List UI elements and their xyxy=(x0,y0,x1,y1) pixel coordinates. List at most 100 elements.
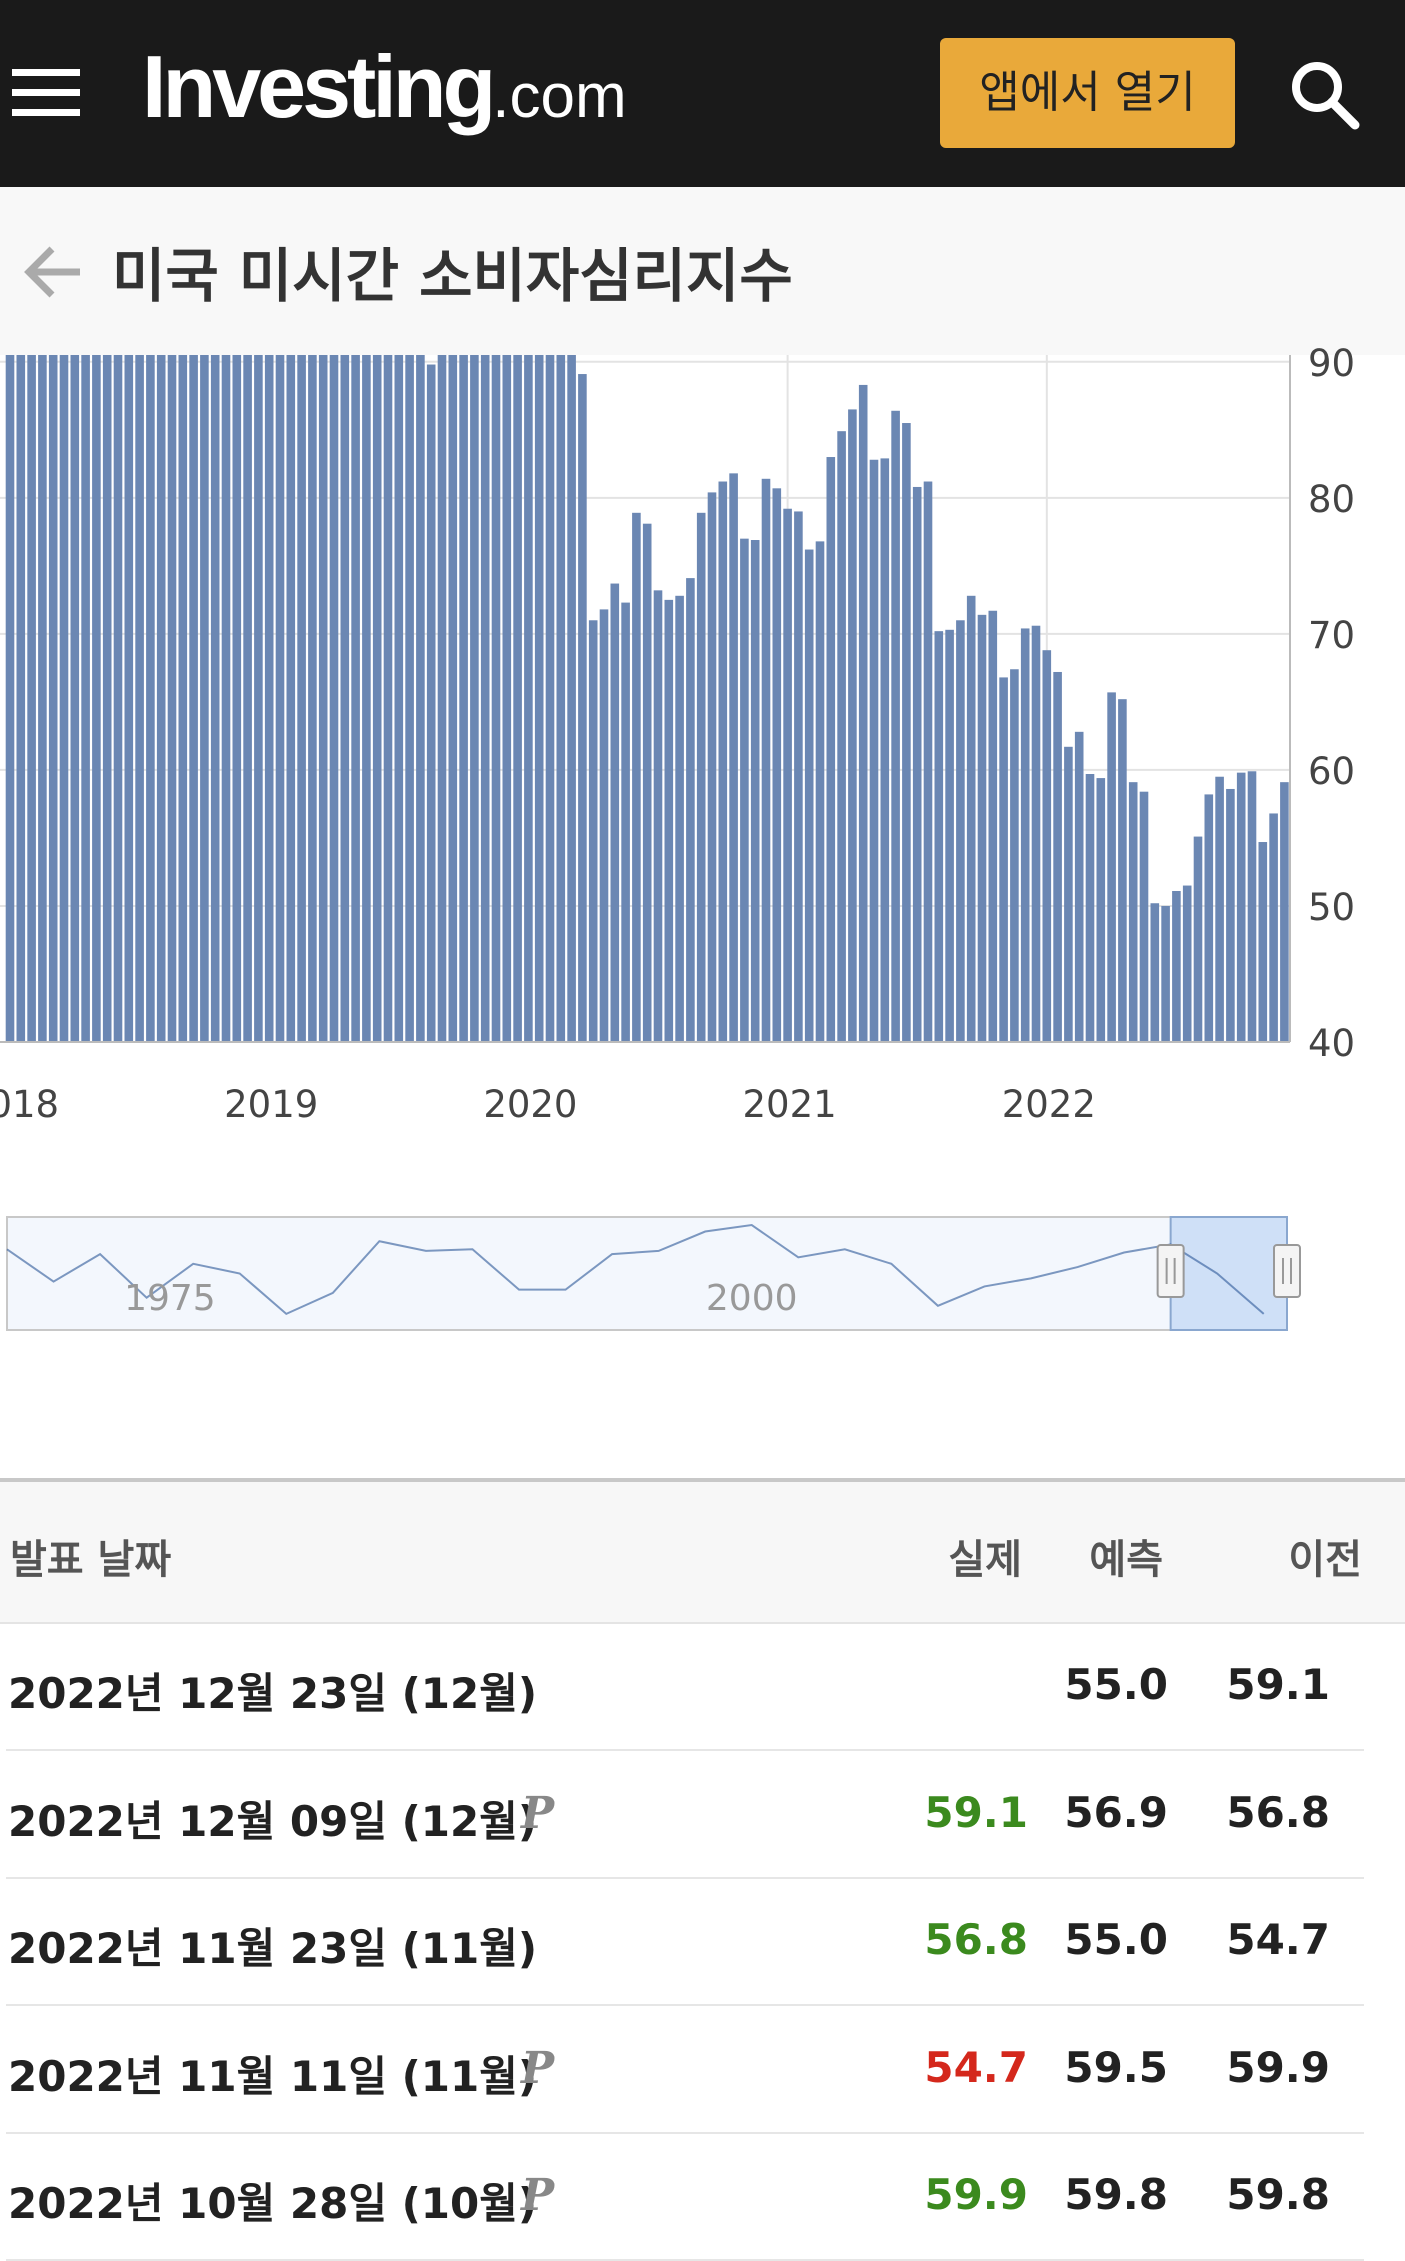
bar xyxy=(1107,692,1116,1042)
open-app-button[interactable]: 앱에서 열기 xyxy=(940,38,1235,148)
bar xyxy=(1280,782,1289,1042)
y-tick-label: 70 xyxy=(1308,614,1355,657)
bar xyxy=(243,355,252,1042)
bar xyxy=(340,355,350,1042)
bar xyxy=(1247,771,1257,1042)
bar xyxy=(912,486,922,1043)
bar xyxy=(891,410,900,1042)
bar xyxy=(815,541,825,1042)
bar xyxy=(696,512,706,1042)
bar xyxy=(664,599,674,1042)
bar xyxy=(632,512,641,1042)
x-tick-label: 2020 xyxy=(483,1083,577,1126)
bar xyxy=(1031,625,1041,1042)
bar xyxy=(837,431,846,1042)
bar xyxy=(5,355,15,1042)
bar xyxy=(524,355,533,1043)
bar xyxy=(740,538,749,1042)
release-date: 2022년 11월 11일 (11월) xyxy=(8,2051,538,2101)
table-row: 2022년 12월 09일 (12월) P 59.1 56.9 56.8 xyxy=(6,1750,1364,1879)
bar xyxy=(124,355,134,1042)
bar xyxy=(1161,905,1170,1042)
menu-icon[interactable] xyxy=(10,65,90,125)
table-header: 발표 날짜 실제 예측 이전 xyxy=(0,1482,1405,1624)
bar xyxy=(189,355,198,1042)
bar xyxy=(750,540,760,1042)
actual-value: 59.9 xyxy=(924,2170,1028,2219)
navigator-handle xyxy=(1273,1244,1301,1298)
bar xyxy=(848,409,857,1042)
navigator-tick-label: 2000 xyxy=(706,1278,798,1319)
bar xyxy=(254,355,263,1043)
release-date: 2022년 11월 23일 (11월) xyxy=(8,1924,538,1973)
navigator-handle-grip xyxy=(1165,1258,1176,1284)
x-tick-label: 2018 xyxy=(0,1083,59,1126)
bar xyxy=(599,609,609,1042)
bar xyxy=(567,355,576,1043)
bar xyxy=(470,355,479,1042)
bar xyxy=(1020,628,1030,1042)
bar xyxy=(383,355,393,1042)
bar xyxy=(178,355,188,1042)
bar xyxy=(16,355,26,1042)
column-header: 실제 xyxy=(948,1537,1022,1583)
bar xyxy=(772,488,782,1042)
bar xyxy=(761,478,771,1043)
logo[interactable]: Investing.com xyxy=(142,36,627,138)
bar xyxy=(70,355,80,1042)
logo-suffix: .com xyxy=(492,62,627,131)
bar xyxy=(426,364,436,1042)
forecast-value: 56.9 xyxy=(1064,1787,1168,1837)
release-date: 2022년 12월 09일 (12월) xyxy=(8,1796,538,1846)
actual-value: 56.8 xyxy=(924,1915,1028,1964)
y-tick-label: 90 xyxy=(1308,342,1355,385)
bar xyxy=(1182,885,1192,1042)
bar xyxy=(718,481,728,1042)
forecast-value: 59.5 xyxy=(1064,2042,1168,2092)
bar xyxy=(329,355,339,1042)
bar xyxy=(1010,669,1019,1042)
back-arrow[interactable] xyxy=(20,237,90,307)
y-tick-label: 60 xyxy=(1308,750,1355,793)
bar xyxy=(200,355,209,1042)
bar xyxy=(459,355,468,1042)
bar xyxy=(977,614,987,1042)
bar xyxy=(1064,746,1073,1042)
bar xyxy=(675,595,684,1042)
bar xyxy=(135,355,144,1042)
bar xyxy=(308,355,317,1042)
bar xyxy=(372,355,382,1042)
bar xyxy=(286,355,296,1042)
bar xyxy=(826,457,836,1043)
bar xyxy=(351,355,360,1043)
bar xyxy=(92,355,101,1042)
bar xyxy=(1096,778,1106,1042)
bar xyxy=(167,355,177,1043)
navigator-bg xyxy=(6,1216,1288,1331)
bar xyxy=(1215,776,1224,1042)
bar xyxy=(966,595,976,1042)
chart: 1975 2000 40 50 60 70 80 90 2018 2019 2020 2021 202… xyxy=(0,342,1355,1331)
bar xyxy=(707,492,717,1042)
bar xyxy=(804,549,814,1042)
bar xyxy=(534,355,544,1043)
bar xyxy=(1085,774,1095,1042)
bar xyxy=(610,583,620,1042)
bar xyxy=(1042,650,1052,1042)
bar xyxy=(1172,890,1181,1042)
preliminary-mark: P xyxy=(521,2042,555,2094)
bar xyxy=(902,423,911,1043)
release-date: 2022년 12월 23일 (12월) xyxy=(8,1669,538,1718)
bar xyxy=(783,508,792,1043)
bar xyxy=(934,631,944,1042)
bar xyxy=(1204,794,1214,1042)
preliminary-mark: P xyxy=(521,1787,555,1839)
forecast-value: 59.8 xyxy=(1064,2170,1168,2219)
bar xyxy=(513,355,522,1042)
actual-value: 59.1 xyxy=(924,1787,1028,1837)
bar xyxy=(556,355,566,1042)
column-header: 예측 xyxy=(1089,1537,1163,1583)
table-row: 2022년 11월 11일 (11월) P 54.7 59.5 59.9 xyxy=(6,2005,1364,2134)
bar xyxy=(794,511,803,1042)
search-icon[interactable] xyxy=(1285,55,1365,135)
